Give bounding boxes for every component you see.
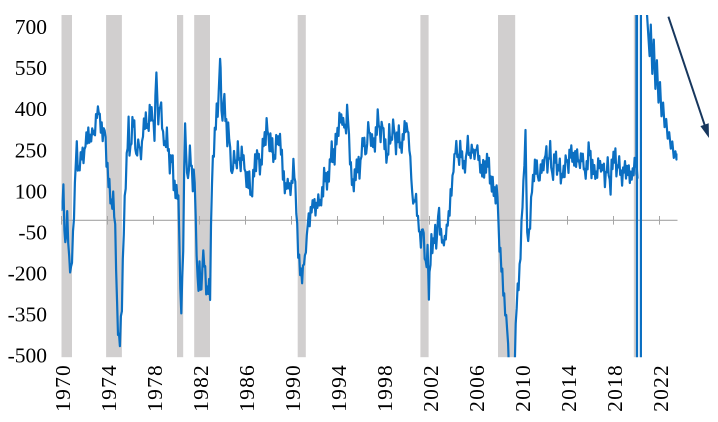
svg-text:700: 700 <box>15 15 47 39</box>
svg-text:550: 550 <box>15 56 47 80</box>
svg-text:2006: 2006 <box>465 364 489 412</box>
svg-text:-200: -200 <box>8 262 47 286</box>
svg-text:1990: 1990 <box>281 364 305 412</box>
svg-text:-350: -350 <box>8 303 47 327</box>
svg-text:2014: 2014 <box>557 364 581 412</box>
svg-text:1974: 1974 <box>97 364 121 412</box>
svg-text:400: 400 <box>15 97 47 121</box>
svg-text:1994: 1994 <box>327 364 351 412</box>
svg-text:2010: 2010 <box>511 364 535 412</box>
svg-text:2018: 2018 <box>603 364 627 412</box>
svg-text:2002: 2002 <box>419 364 443 412</box>
svg-text:2022: 2022 <box>649 364 673 412</box>
svg-text:250: 250 <box>15 138 47 162</box>
svg-text:1970: 1970 <box>51 364 75 412</box>
svg-text:1998: 1998 <box>373 364 397 412</box>
svg-text:-500: -500 <box>8 344 47 368</box>
svg-text:1986: 1986 <box>235 364 259 412</box>
svg-text:-50: -50 <box>18 220 47 244</box>
svg-text:1978: 1978 <box>143 364 167 412</box>
svg-text:1982: 1982 <box>189 364 213 412</box>
svg-text:100: 100 <box>15 179 47 203</box>
